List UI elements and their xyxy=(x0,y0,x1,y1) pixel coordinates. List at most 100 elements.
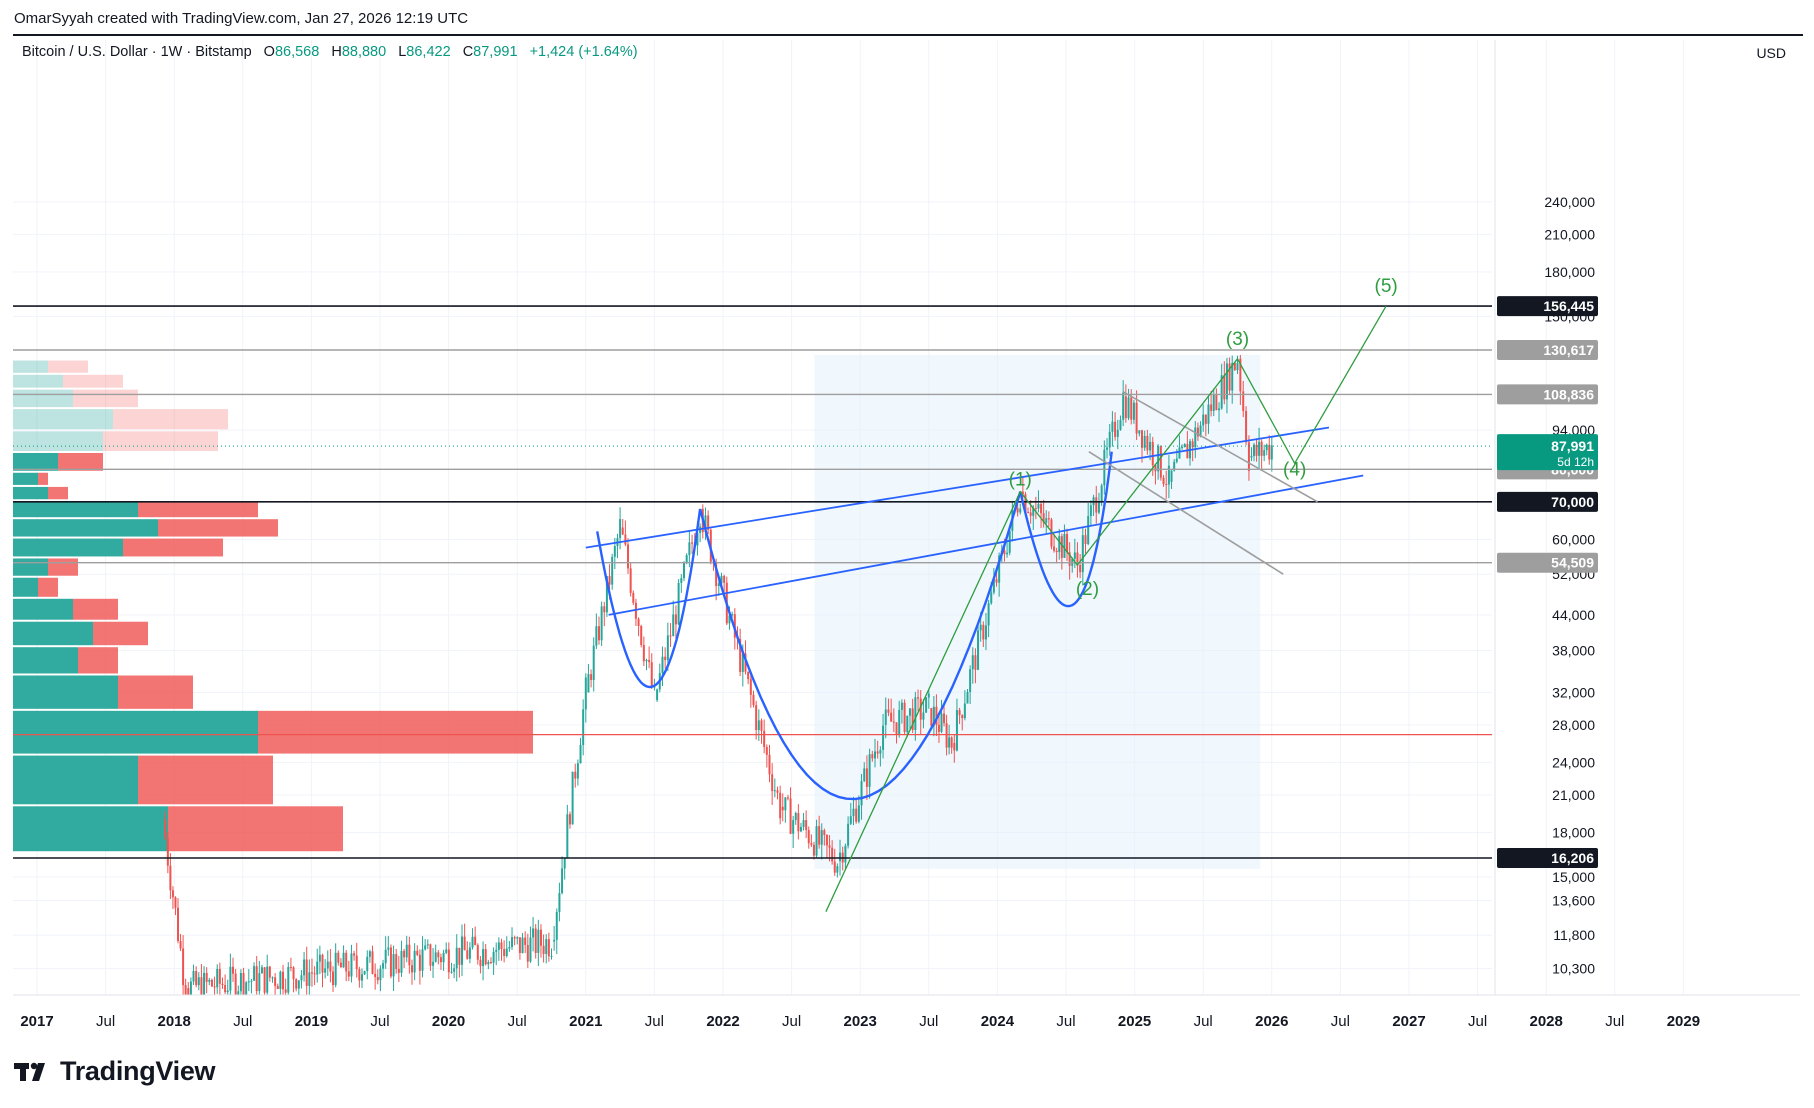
close-label: C xyxy=(462,44,474,60)
candle-body xyxy=(940,713,943,732)
candle-body xyxy=(922,712,925,720)
candle-body xyxy=(984,625,987,640)
candle-body xyxy=(403,950,406,958)
candle-body xyxy=(547,939,550,957)
candle-body xyxy=(247,981,250,983)
volume-profile-sell-bar xyxy=(118,675,193,709)
candle-body xyxy=(410,965,413,973)
candle-body xyxy=(1178,447,1181,459)
tradingview-logo[interactable]: TradingView xyxy=(14,1056,216,1087)
candle-body xyxy=(1073,552,1076,559)
price-axis-label: 24,000 xyxy=(1552,754,1595,770)
price-axis-label: 32,000 xyxy=(1552,684,1595,700)
candle-body xyxy=(495,949,498,952)
candle-body xyxy=(828,845,831,848)
candle-body xyxy=(805,820,808,831)
candle-body xyxy=(932,706,935,726)
candle-body xyxy=(174,897,177,908)
candle-body xyxy=(405,944,408,958)
high-label: H xyxy=(331,44,342,60)
candle-body xyxy=(342,952,345,968)
candle-body xyxy=(755,705,758,731)
volume-profile-buy-bar xyxy=(13,675,118,709)
candle-body xyxy=(511,937,514,947)
candle-body xyxy=(1258,441,1261,456)
time-axis-label: Jul xyxy=(645,1013,664,1030)
candle-body xyxy=(537,929,540,953)
volume-profile-sell-bar xyxy=(113,409,228,430)
volume-profile-buy-bar xyxy=(13,389,73,408)
candle-body xyxy=(229,966,232,991)
candle-body xyxy=(749,679,752,695)
candle-body xyxy=(242,973,245,995)
candle-body xyxy=(326,961,329,969)
candle-body xyxy=(621,527,624,535)
time-axis-label: 2020 xyxy=(432,1013,465,1030)
candle-body xyxy=(1029,512,1032,516)
candle-body xyxy=(685,555,688,563)
candle-body xyxy=(437,952,440,958)
candle-body xyxy=(927,693,930,698)
candle-body xyxy=(844,845,847,863)
candle-body xyxy=(672,614,675,637)
volume-profile-sell-bar xyxy=(138,755,273,805)
tradingview-wordmark: TradingView xyxy=(60,1056,216,1086)
candle-body xyxy=(1263,450,1266,456)
candle-body xyxy=(1199,425,1202,437)
candle-body xyxy=(1245,410,1248,443)
candle-body xyxy=(914,697,917,730)
candle-body xyxy=(1165,484,1168,486)
candle-body xyxy=(239,973,242,992)
candle-body xyxy=(1003,550,1006,555)
time-axis-label: 2029 xyxy=(1667,1013,1700,1030)
price-axis-label: 28,000 xyxy=(1552,717,1595,733)
candle-body xyxy=(177,907,180,941)
candle-body xyxy=(321,954,324,973)
candle-body xyxy=(682,562,685,579)
time-axis: 2017 Jul 2018 Jul 2019 Jul 2020 Jul 2021 Jul 2022 J… xyxy=(13,994,1800,1030)
volume-profile-buy-bar xyxy=(13,431,103,451)
candle-body xyxy=(943,713,946,724)
candle-body xyxy=(1250,456,1253,458)
time-axis-label: 2021 xyxy=(569,1013,602,1030)
candle-body xyxy=(421,949,424,971)
chart-credit: OmarSyyah created with TradingView.com, … xyxy=(14,10,469,27)
candle-body xyxy=(1111,421,1114,432)
low-label: L xyxy=(398,44,407,60)
candle-body xyxy=(268,966,271,978)
candle-body xyxy=(213,986,216,988)
current-price-countdown: 5d 12h xyxy=(1557,455,1594,469)
candle-body xyxy=(849,816,852,824)
candle-body xyxy=(1218,408,1221,411)
candle-body xyxy=(1008,530,1011,553)
candle-body xyxy=(836,866,839,873)
time-axis-label: 2026 xyxy=(1255,1013,1288,1030)
volume-profile-buy-bar xyxy=(13,519,158,537)
tradingview-logo-icon xyxy=(14,1062,45,1081)
candle-body xyxy=(882,725,885,750)
candle-body xyxy=(1140,430,1143,448)
candle-body xyxy=(210,979,213,987)
candle-body xyxy=(771,774,774,792)
candle-body xyxy=(289,966,292,968)
candle-body xyxy=(815,826,818,856)
candle-body xyxy=(608,576,611,585)
candle-body xyxy=(1149,441,1152,451)
candle-body xyxy=(779,792,782,819)
candle-body xyxy=(310,972,313,974)
candle-body xyxy=(1223,375,1226,400)
candle-body xyxy=(696,532,699,546)
time-axis-label: Jul xyxy=(370,1013,389,1030)
level-price-badge xyxy=(1497,340,1598,360)
candle-body xyxy=(508,946,511,949)
level-price-badge-label: 16,206 xyxy=(1551,850,1594,866)
candle-body xyxy=(300,975,303,981)
candle-body xyxy=(245,982,248,995)
open-label: O xyxy=(263,44,275,60)
channel-line-upper xyxy=(585,426,1330,549)
currency-label[interactable]: USD xyxy=(1756,45,1786,61)
time-axis-label: Jul xyxy=(1056,1013,1075,1030)
time-axis-label: 2018 xyxy=(158,1013,191,1030)
candle-body xyxy=(937,724,940,732)
